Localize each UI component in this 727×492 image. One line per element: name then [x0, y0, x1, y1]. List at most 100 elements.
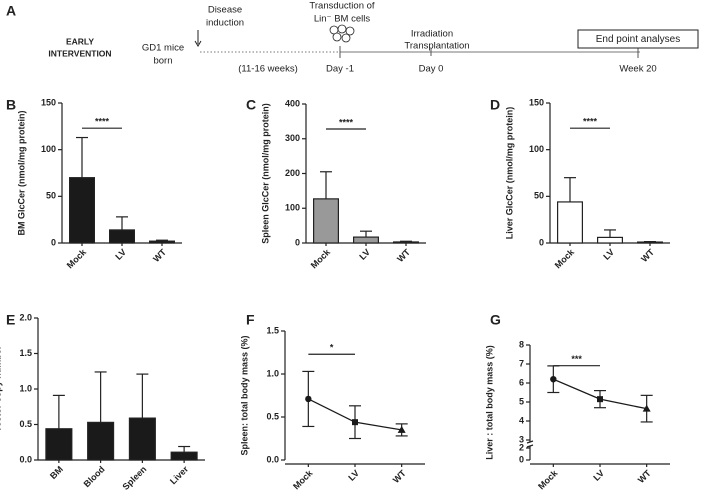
- significance-label: ****: [583, 117, 598, 127]
- bar: [68, 177, 95, 244]
- y-tick-label: 1.5: [19, 348, 32, 358]
- y-tick-label: 150: [529, 97, 544, 107]
- y-tick-label: 1.0: [19, 383, 32, 393]
- y-tick-label: 0.5: [266, 411, 279, 421]
- axis-break: [526, 444, 534, 448]
- timeline-title: EARLY: [66, 36, 94, 46]
- event-label: Disease: [208, 5, 242, 16]
- x-tick-label: Mock: [553, 246, 577, 270]
- y-tick-label: 1.0: [266, 368, 279, 378]
- interval-label: (11-16 weeks): [238, 64, 298, 75]
- timeline-title: INTERVENTION: [48, 48, 111, 58]
- y-tick-label: 100: [529, 144, 544, 154]
- y-tick-label: 0: [519, 454, 524, 464]
- event-label: Transplantation: [404, 41, 469, 52]
- event-label: GD1 mice: [142, 43, 184, 54]
- bar: [596, 236, 623, 244]
- panel-label: F: [246, 312, 255, 328]
- x-tick-label: WT: [395, 247, 412, 264]
- x-tick-label: Blood: [82, 464, 107, 489]
- x-tick-label: WT: [636, 468, 653, 485]
- bar: [87, 421, 115, 461]
- bar: [393, 241, 420, 244]
- x-tick-label: LV: [357, 247, 372, 262]
- time-label: Week 20: [619, 64, 656, 75]
- bar: [313, 198, 340, 244]
- y-tick-label: 100: [41, 144, 56, 154]
- panel-label: D: [490, 97, 500, 113]
- y-tick-label: 0.0: [266, 454, 279, 464]
- bar: [636, 241, 663, 244]
- significance-label: ****: [339, 117, 354, 127]
- axis-break: [526, 440, 534, 444]
- x-tick-label: WT: [639, 247, 656, 264]
- y-tick-label: 2.0: [19, 312, 32, 322]
- bar: [108, 229, 135, 244]
- marker: [397, 425, 406, 433]
- time-label: Day 0: [419, 64, 444, 75]
- y-tick-label: 6: [519, 377, 524, 387]
- panel-label: B: [6, 97, 16, 113]
- arrow-head: [194, 40, 202, 47]
- significance-label: *: [330, 343, 334, 353]
- marker: [550, 376, 557, 383]
- endpoint-box: [577, 29, 699, 49]
- bar: [149, 240, 176, 244]
- y-axis-label: Spleen GlcCer (nmol/mg protein): [260, 103, 270, 244]
- significance-label: ****: [95, 117, 110, 127]
- y-tick-label: 2: [519, 442, 524, 452]
- y-tick-label: 200: [285, 168, 300, 178]
- x-tick-label: BM: [48, 464, 65, 481]
- y-tick-label: 0.0: [19, 454, 32, 464]
- y-tick-label: 0: [539, 237, 544, 247]
- y-axis-label: Vector copy number: [0, 345, 2, 432]
- event-label: born: [153, 56, 172, 67]
- x-tick-label: LV: [591, 468, 606, 483]
- y-tick-label: 0: [295, 237, 300, 247]
- panel-label: A: [6, 3, 16, 19]
- marker: [352, 419, 358, 426]
- bar: [556, 201, 583, 244]
- event-label: Transduction of: [309, 1, 374, 12]
- x-tick-label: Liver: [168, 464, 191, 487]
- y-axis-label: Liver : total body mass (%): [484, 345, 494, 460]
- event-label: Lin⁻ BM cells: [314, 14, 370, 25]
- cells-icon: [329, 24, 355, 43]
- significance-label: ***: [571, 354, 582, 364]
- x-tick-label: WT: [391, 468, 408, 485]
- y-tick-label: 150: [41, 97, 56, 107]
- panel-label: E: [6, 312, 15, 328]
- panel-label: G: [490, 312, 501, 328]
- marker: [642, 404, 651, 412]
- bar: [353, 236, 380, 244]
- y-axis-label: Spleen: total body mass (%): [239, 335, 249, 455]
- y-tick-label: 3: [519, 434, 524, 444]
- x-tick-label: Mock: [65, 246, 89, 270]
- x-tick-label: Mock: [291, 467, 315, 491]
- bar: [170, 451, 198, 461]
- y-tick-label: 0.5: [19, 419, 32, 429]
- bar: [45, 428, 73, 461]
- y-axis-label: Liver GlcCer (nmol/mg protein): [504, 107, 514, 240]
- y-tick-label: 0: [51, 237, 56, 247]
- y-tick-label: 400: [285, 98, 300, 108]
- y-tick-label: 50: [46, 191, 56, 201]
- marker: [597, 396, 603, 403]
- y-tick-label: 1.5: [266, 325, 279, 335]
- marker: [305, 395, 312, 403]
- event-label: End point analyses: [596, 34, 681, 45]
- timeline: A EARLY INTERVENTION GD1 mice born Disea…: [6, 1, 699, 75]
- x-tick-label: WT: [151, 247, 168, 264]
- y-tick-label: 100: [285, 203, 300, 213]
- panel-label: C: [246, 97, 256, 113]
- y-tick-label: 8: [519, 339, 524, 349]
- y-tick-label: 50: [534, 191, 544, 201]
- y-tick-label: 5: [519, 396, 524, 406]
- x-tick-label: LV: [113, 247, 128, 262]
- x-tick-label: LV: [601, 247, 616, 262]
- x-tick-label: LV: [346, 468, 361, 483]
- y-axis-label: BM GlcCer (nmol/mg protein): [16, 110, 26, 235]
- x-tick-label: Spleen: [121, 464, 149, 492]
- bar: [128, 417, 156, 461]
